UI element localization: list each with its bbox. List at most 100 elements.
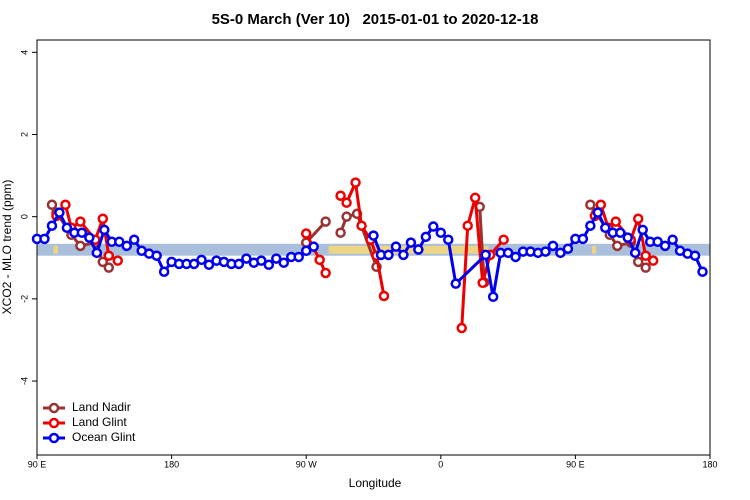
point	[114, 236, 125, 247]
point	[689, 250, 701, 261]
legend-marker	[48, 402, 60, 414]
point	[462, 220, 473, 231]
legend-label: Land Nadir	[72, 400, 131, 414]
point	[622, 232, 633, 243]
point	[341, 197, 352, 208]
chart-title: 5S-0 March (Ver 10) 2015-01-01 to 2020-1…	[212, 11, 539, 28]
point	[121, 240, 132, 252]
y-tick-label: 0	[19, 214, 29, 219]
plot-frame	[36, 39, 711, 456]
point	[547, 240, 559, 252]
point	[398, 249, 409, 261]
point	[350, 177, 361, 188]
point	[540, 246, 551, 257]
point	[263, 259, 275, 271]
point	[241, 253, 252, 264]
point	[577, 233, 589, 245]
legend-marker	[48, 417, 60, 429]
point	[378, 290, 390, 302]
point	[637, 224, 648, 236]
x-tick-label: 90 E	[28, 459, 47, 469]
point	[335, 190, 346, 201]
y-tick-label: -4	[19, 377, 29, 385]
point	[103, 262, 115, 273]
point	[91, 247, 103, 259]
point	[99, 224, 110, 236]
point	[443, 234, 454, 245]
point	[502, 247, 514, 259]
point	[320, 267, 331, 279]
point	[498, 234, 509, 245]
point	[46, 199, 58, 211]
point	[555, 247, 566, 259]
point	[413, 244, 424, 255]
point	[612, 240, 623, 252]
point	[610, 216, 622, 227]
point	[188, 258, 200, 270]
highlight	[328, 245, 489, 254]
point	[640, 262, 651, 273]
point	[629, 247, 641, 259]
point	[158, 266, 170, 277]
point	[647, 255, 659, 266]
x-tick-label: 90 E	[566, 459, 585, 469]
point	[562, 243, 574, 254]
point	[300, 228, 312, 239]
point	[615, 227, 626, 238]
point	[128, 234, 140, 245]
point	[480, 249, 491, 261]
point	[652, 236, 663, 247]
point	[233, 258, 245, 270]
point	[256, 255, 267, 266]
x-tick-label: 180	[702, 459, 717, 469]
highlight	[53, 245, 58, 254]
x-tick-label: 180	[164, 459, 179, 469]
legend-label: Ocean Glint	[72, 430, 136, 444]
x-tick-label: 0	[438, 459, 443, 469]
point	[368, 230, 379, 241]
point	[203, 259, 215, 271]
point	[60, 199, 71, 211]
x-axis-label: Longitude	[349, 476, 402, 490]
point	[84, 232, 95, 243]
highlight	[591, 245, 597, 254]
point	[510, 251, 521, 263]
point	[383, 249, 394, 261]
point	[435, 227, 447, 238]
point	[456, 322, 467, 334]
point	[428, 221, 439, 232]
point	[61, 222, 73, 234]
point	[667, 234, 678, 245]
point	[39, 233, 50, 245]
point	[341, 211, 352, 222]
point	[632, 256, 644, 268]
point	[450, 278, 462, 289]
point	[585, 220, 596, 231]
point	[75, 216, 86, 227]
point	[75, 240, 86, 252]
point	[640, 250, 651, 261]
legend-label: Land Glint	[72, 415, 127, 429]
point	[54, 207, 65, 218]
point	[97, 256, 109, 268]
point	[46, 220, 58, 231]
y-tick-label: 4	[19, 50, 29, 55]
point	[592, 207, 604, 218]
point	[314, 254, 325, 266]
legend-marker	[48, 432, 60, 444]
point	[585, 199, 596, 211]
point	[356, 220, 367, 231]
point	[271, 253, 282, 264]
point	[405, 237, 417, 248]
point	[97, 213, 109, 224]
point	[278, 257, 290, 268]
point	[335, 227, 346, 238]
point	[420, 231, 432, 243]
point	[196, 254, 207, 266]
point	[600, 222, 611, 234]
point	[632, 213, 644, 224]
point	[151, 250, 162, 261]
y-axis-label: XCO2 - MLO trend (ppm)	[0, 180, 14, 315]
point	[293, 251, 304, 263]
point	[76, 227, 88, 238]
